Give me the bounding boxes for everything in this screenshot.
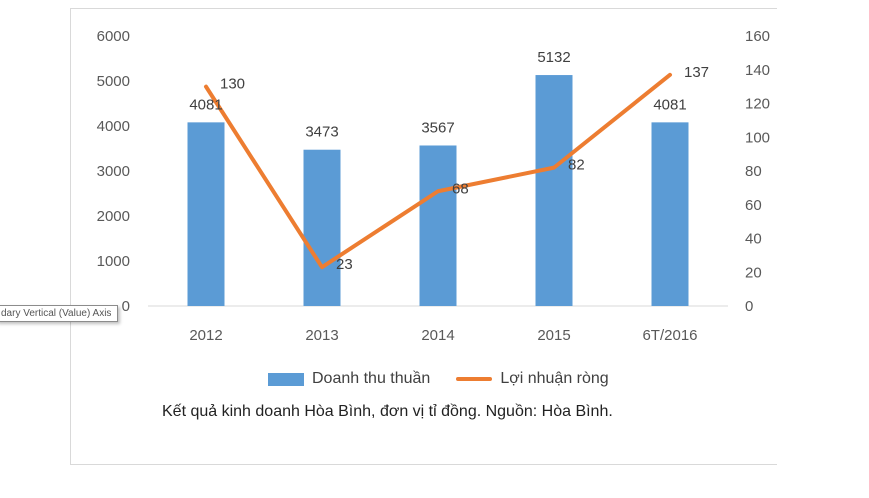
axis-tooltip: dary Vertical (Value) Axis [0,305,119,322]
bar-revenue-2012[interactable] [187,122,225,306]
line-label-2015: 82 [568,157,585,174]
line-label-2013: 23 [336,256,353,273]
x-tick-label: 2012 [189,327,222,344]
line-label-6T/2016: 137 [684,64,709,81]
legend-label-revenue: Doanh thu thuần [312,370,431,387]
y2-tick-label: 0 [745,298,753,315]
x-tick-label: 2014 [421,327,454,344]
bar-label-6T/2016: 4081 [653,96,686,113]
chart-frame [70,8,777,465]
chart-caption: Kết quả kinh doanh Hòa Bình, đơn vị tỉ đ… [162,403,613,420]
y2-tick-label: 140 [745,62,770,79]
bar-revenue-2013[interactable] [303,149,341,306]
profit-line[interactable] [204,72,672,270]
line-label-2014: 68 [452,180,469,197]
x-tick-label: 2013 [305,327,338,344]
x-tick-label: 2015 [537,327,570,344]
y-tick-label: 2000 [97,208,130,225]
bar-revenue-2015[interactable] [535,75,573,306]
y2-tick-label: 40 [745,231,762,248]
y2-tick-label: 20 [745,264,762,281]
line-label-2012: 130 [220,76,245,93]
y2-tick-label: 100 [745,129,770,146]
y-tick-label: 4000 [97,118,130,135]
legend: Doanh thu thuần Lợi nhuận ròng [268,370,635,388]
y2-tick-label: 60 [745,197,762,214]
legend-swatch-revenue [268,372,304,386]
legend-swatch-profit [456,377,493,381]
legend-label-profit: Lợi nhuận ròng [500,370,609,387]
bar-label-2015: 5132 [537,49,570,66]
y-tick-label: 5000 [97,73,130,90]
y2-tick-label: 120 [745,96,770,113]
y2-tick-label: 80 [745,163,762,180]
y-tick-label: 3000 [97,163,130,180]
bar-label-2014: 3567 [421,119,454,136]
legend-item-revenue: Doanh thu thuần [268,370,430,388]
y-tick-label: 1000 [97,253,130,270]
legend-item-profit: Lợi nhuận ròng [456,370,609,388]
bar-revenue-6T/2016[interactable] [651,122,689,306]
y-tick-label: 6000 [97,28,130,45]
x-tick-label: 6T/2016 [642,327,697,344]
bar-label-2013: 3473 [305,124,338,141]
bar-revenue-2014[interactable] [419,145,457,306]
y-tick-label: 0 [122,298,130,315]
y2-tick-label: 160 [745,28,770,45]
bar-label-2012: 4081 [189,96,222,113]
